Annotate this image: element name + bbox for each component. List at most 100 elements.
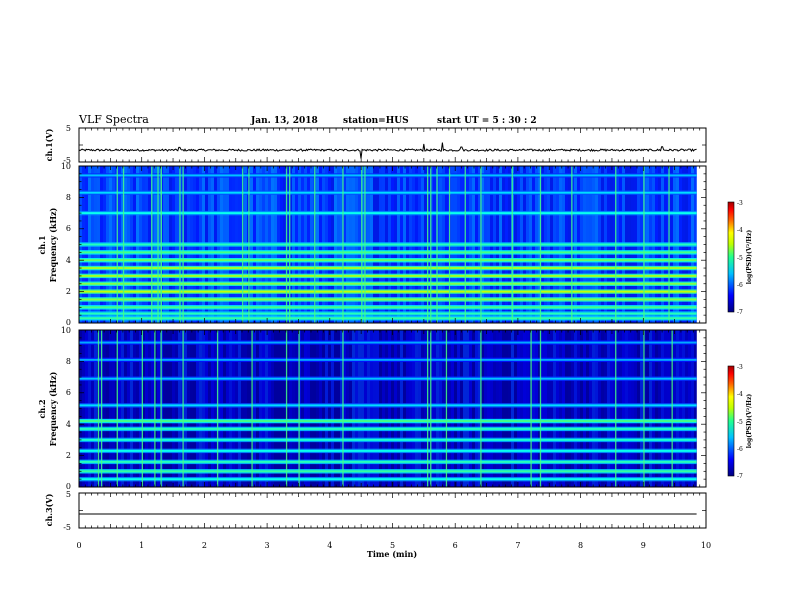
- ch2-spectrogram-panel: 0 2 4 6 8 10 ch.2 Frequency (kHz) -3 -4 …: [37, 326, 753, 491]
- ch3-waveform-panel: 5 -5 ch.3(V): [44, 490, 707, 532]
- spectrogram-noise-column: [400, 330, 403, 487]
- spectrogram-noise-column: [412, 330, 415, 487]
- spectrogram-event: [154, 330, 156, 487]
- spectrogram-noise-column: [121, 330, 124, 487]
- x-tick-label: 4: [327, 541, 332, 550]
- spectrogram-band-core: [79, 478, 697, 481]
- spectrogram-noise-column: [508, 330, 511, 487]
- spectrogram-noise-column: [496, 330, 499, 487]
- spectrogram-noise-column: [541, 330, 544, 487]
- spectrogram-noise-column: [151, 330, 154, 487]
- spectrogram-band-core: [79, 282, 697, 285]
- spectrogram-noise-column: [520, 330, 523, 487]
- spectrogram-noise-column: [481, 330, 484, 487]
- spectrogram-noise-column: [469, 330, 472, 487]
- spectrogram-noise-column: [439, 330, 442, 487]
- ch2-cb-tick-m3: -3: [737, 364, 743, 371]
- spectrogram-event: [116, 166, 118, 323]
- spectrogram-noise-column: [523, 330, 526, 487]
- ch1-ytick-4: 4: [66, 256, 71, 265]
- spectrogram-noise-column: [85, 330, 88, 487]
- spectrogram-noise-column: [442, 330, 445, 487]
- spectrogram-noise-column: [388, 330, 391, 487]
- ch1-waveform-panel: 5 -5 ch.1(V): [44, 124, 707, 165]
- spectrogram-event: [464, 166, 466, 323]
- ch1-cb-tick-m7: -7: [737, 309, 743, 316]
- spectrogram-event: [364, 166, 366, 323]
- spectrogram-noise-column: [142, 330, 145, 487]
- spectrogram-noise-column: [103, 330, 106, 487]
- ch1-ytick-8: 8: [66, 193, 71, 202]
- spectrogram-noise-column: [550, 330, 553, 487]
- spectrogram-noise-column: [349, 330, 352, 487]
- spectrogram-noise-column: [664, 330, 667, 487]
- spectrogram-noise-column: [433, 330, 436, 487]
- spectrogram-event: [141, 330, 143, 487]
- spectrogram-noise-column: [289, 330, 292, 487]
- spectrogram-noise-column: [487, 330, 490, 487]
- spectrogram-noise-column: [568, 330, 571, 487]
- spectrogram-noise-column: [478, 330, 481, 487]
- spectrogram-noise-column: [361, 330, 364, 487]
- spectrogram-noise-column: [325, 330, 328, 487]
- spectrogram-noise-column: [358, 330, 361, 487]
- x-tick-label: 9: [641, 541, 646, 550]
- spectrogram-band-core: [79, 298, 697, 301]
- ch2-spectrogram-ylabel-channel: ch.2: [37, 399, 47, 418]
- spectrogram-event: [430, 330, 432, 487]
- spectrogram-noise-column: [493, 330, 496, 487]
- x-axis-tick-labels: 0 1 2 3 4 5 6 7 8 9 10: [76, 541, 711, 550]
- spectrogram-noise-column: [208, 330, 211, 487]
- spectrogram-noise-column: [451, 330, 454, 487]
- spectrogram-event: [361, 166, 363, 323]
- spectrogram-noise-column: [631, 330, 634, 487]
- spectrogram-noise-column: [454, 330, 457, 487]
- ch1-waveform-xticks: [78, 127, 707, 163]
- spectrogram-band-core: [79, 404, 697, 407]
- ch1-ytick-max: 5: [66, 124, 71, 133]
- ch2-cb-tick-m7: -7: [737, 473, 743, 480]
- spectrogram-noise-column: [259, 330, 262, 487]
- spectrogram-event: [530, 330, 532, 487]
- spectrogram-noise-column: [172, 330, 175, 487]
- spectrogram-noise-column: [589, 330, 592, 487]
- spectrogram-noise-column: [373, 330, 376, 487]
- spectrogram-noise-column: [379, 330, 382, 487]
- ch1-colorbar-label: log(PSD)(V²/Hz): [746, 230, 753, 285]
- spectrogram-noise-column: [265, 330, 268, 487]
- spectrogram-event: [539, 330, 542, 487]
- spectrogram-band-core: [79, 174, 697, 177]
- ch2-cb-tick-m4: -4: [737, 391, 743, 398]
- spectrogram-noise-column: [340, 330, 343, 487]
- spectrogram-event: [97, 330, 100, 487]
- spectrogram-noise-column: [490, 330, 493, 487]
- spectrogram-noise-column: [463, 330, 466, 487]
- spectrogram-band-core: [79, 290, 697, 293]
- spectrogram-band-core: [79, 427, 697, 430]
- spectrogram-noise-column: [211, 330, 214, 487]
- spectrogram-noise-column: [376, 330, 379, 487]
- spectrogram-noise-column: [586, 330, 589, 487]
- spectrogram-noise-column: [217, 330, 220, 487]
- ch1-ytick-min: -5: [63, 156, 71, 165]
- spectrogram-event: [445, 330, 448, 487]
- ch1-ytick-10: 10: [61, 162, 71, 171]
- spectrogram-band-core: [79, 438, 697, 441]
- ch1-spectrogram-panel: 0 2 4 6 8 10 ch.1 Frequency (kHz): [37, 162, 753, 327]
- spectrogram-event: [242, 166, 244, 323]
- spectrogram-noise-column: [406, 330, 409, 487]
- spectrogram-noise-column: [688, 330, 691, 487]
- ch2-spectrogram-ticks: [78, 329, 707, 488]
- ch2-ytick-10: 10: [61, 326, 71, 335]
- spectrogram-noise-column: [370, 330, 373, 487]
- spectrogram-band-core: [79, 243, 697, 246]
- spectrogram-event: [615, 330, 617, 487]
- spectrogram-noise-column: [271, 330, 274, 487]
- x-tick-label: 5: [390, 541, 395, 550]
- spectrogram-noise-column: [244, 330, 247, 487]
- spectrogram-noise-column: [280, 330, 283, 487]
- spectrogram-noise-column: [283, 330, 286, 487]
- spectrogram-event: [426, 330, 429, 487]
- date-label: Jan. 13, 2018: [250, 116, 318, 126]
- x-tick-label: 8: [578, 541, 583, 550]
